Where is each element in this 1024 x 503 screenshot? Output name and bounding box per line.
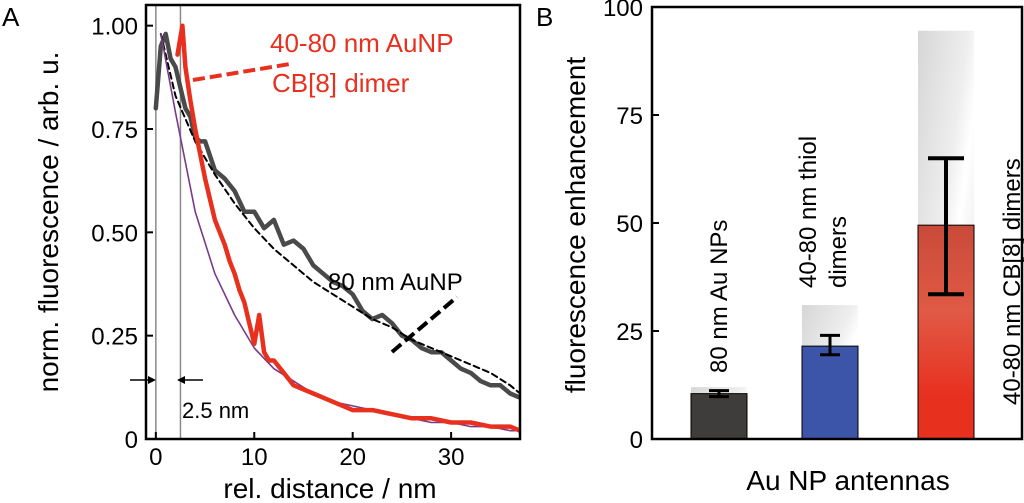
panel-a: A norm. fluorescence / arb. u. rel. dist… <box>2 2 522 503</box>
y-tick-label: 0.75 <box>91 117 138 144</box>
dimer-annotation-line1: 40-80 nm AuNP <box>270 28 454 58</box>
category-label: 40-80 nm thiol dimers <box>795 136 852 288</box>
category-label: 40-80 nm CB[8] dimers <box>999 158 1024 405</box>
x-tick-label: 30 <box>438 444 465 471</box>
panel-b-bars <box>690 30 975 440</box>
series-line-80-nm-aunp-fit <box>159 32 520 395</box>
panel-a-ylabel: norm. fluorescence / arb. u. <box>33 52 64 393</box>
panel-b-y-axis: 0 25 50 75 100 <box>603 0 659 454</box>
series-line-80-nm-aunp <box>153 31 520 400</box>
series-line-40-80-nm-aunp-cb-8-dimer <box>175 23 520 433</box>
gap-arrow-left-head <box>148 376 156 384</box>
panel-a-y-axis: 0 0.25 0.50 0.75 1.00 <box>91 14 153 454</box>
dimer-annotation-line2: CB[8] dimer <box>272 68 410 98</box>
bar <box>801 345 859 440</box>
mono-annotation-pointer <box>390 295 459 354</box>
y-tick-label: 50 <box>616 211 643 238</box>
y-tick-label: 0 <box>125 427 138 454</box>
panel-b: B fluorescence enhancement Au NP antenna… <box>536 0 1024 496</box>
panel-a-label: A <box>2 2 20 32</box>
panel-a-gap-markers <box>155 5 182 439</box>
y-tick-label: 25 <box>616 319 643 346</box>
y-tick-label: 0.50 <box>91 220 138 247</box>
panel-b-label: B <box>536 2 553 32</box>
panel-b-frame <box>650 5 1024 441</box>
x-tick-label: 10 <box>241 444 268 471</box>
y-tick-label: 75 <box>616 103 643 130</box>
panel-b-ylabel: fluorescence enhancement <box>560 57 591 393</box>
y-tick-label: 0 <box>630 427 643 454</box>
gap-annotation: 2.5 nm <box>182 398 249 423</box>
panel-a-xlabel: rel. distance / nm <box>223 473 436 503</box>
gap-arrow-right-head <box>177 376 185 384</box>
category-label-line: dimers <box>825 216 852 288</box>
y-tick-label: 100 <box>603 0 643 22</box>
category-label-line: 80 nm Au NPs <box>706 220 733 373</box>
category-label-line: 40-80 nm CB[8] dimers <box>999 158 1024 405</box>
bar <box>690 393 748 440</box>
x-tick-label: 0 <box>149 444 162 471</box>
category-label-line: 40-80 nm thiol <box>795 136 822 288</box>
mono-annotation: 80 nm AuNP <box>328 269 463 296</box>
x-tick-label: 20 <box>339 444 366 471</box>
y-tick-label: 0.25 <box>91 324 138 351</box>
y-tick-label: 1.00 <box>91 14 138 41</box>
category-label: 80 nm Au NPs <box>706 220 733 373</box>
panel-a-frame <box>144 3 522 441</box>
panel-a-series <box>153 23 520 433</box>
panel-b-xlabel: Au NP antennas <box>746 465 949 496</box>
